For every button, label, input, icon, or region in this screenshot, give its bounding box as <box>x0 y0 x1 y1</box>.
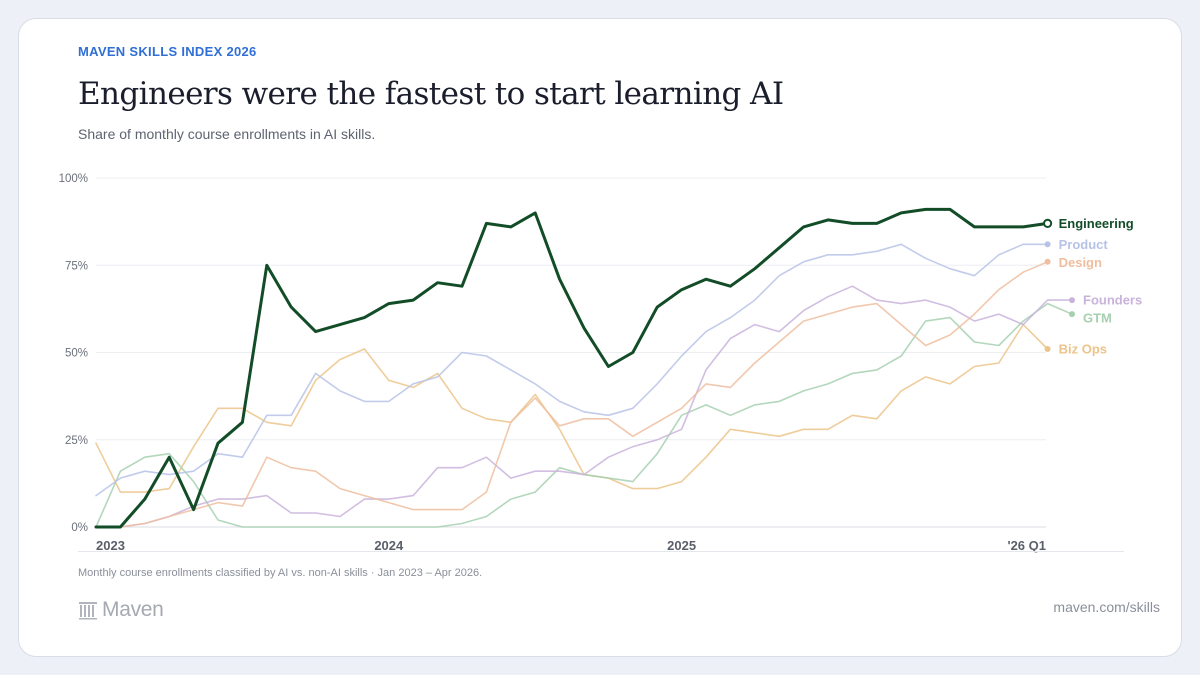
series-end-marker-design <box>1044 258 1051 265</box>
maven-logo: Maven <box>78 598 164 622</box>
maven-logo-text: Maven <box>102 598 164 621</box>
x-tick-label: '26 Q1 <box>1007 538 1046 553</box>
y-tick-label: 25% <box>65 435 88 447</box>
x-tick-label: 2024 <box>374 538 404 553</box>
x-tick-label: 2025 <box>667 538 696 553</box>
y-tick-label: 75% <box>65 260 88 272</box>
divider <box>78 551 1124 552</box>
series-end-marker-engineering <box>1043 218 1053 228</box>
chart-subtitle: Share of monthly course enrollments in A… <box>78 126 376 142</box>
series-end-marker-biz-ops <box>1044 346 1051 353</box>
maven-logo-icon <box>79 602 97 620</box>
series-end-marker-founders <box>1069 297 1075 304</box>
series-line-product <box>95 243 1049 497</box>
x-tick-label: 2023 <box>96 538 125 553</box>
kicker-label: MAVEN SKILLS INDEX 2026 <box>78 44 257 59</box>
footnote: Monthly course enrollments classified by… <box>78 567 483 579</box>
series-label-product: Product <box>1059 237 1109 252</box>
y-tick-label: 50% <box>65 348 88 360</box>
y-tick-label: 0% <box>71 522 88 534</box>
series-label-design: Design <box>1059 255 1102 270</box>
chart-card <box>18 18 1182 657</box>
series-line-design <box>95 260 1049 528</box>
series-label-engineering: Engineering <box>1059 216 1134 231</box>
series-line-engineering <box>94 207 1050 529</box>
chart-title: Engineers were the fastest to start lear… <box>78 76 784 112</box>
series-label-gtm: GTM <box>1083 311 1112 326</box>
series-label-biz-ops: Biz Ops <box>1059 342 1107 357</box>
series-end-marker-product <box>1044 241 1051 248</box>
series-label-founders: Founders <box>1083 293 1142 308</box>
series-line-biz-ops <box>95 323 1049 493</box>
y-tick-label: 100% <box>59 173 88 185</box>
series-line-founders <box>95 285 1073 528</box>
site-url[interactable]: maven.com/skills <box>1053 599 1160 615</box>
series-end-marker-gtm <box>1069 311 1075 318</box>
